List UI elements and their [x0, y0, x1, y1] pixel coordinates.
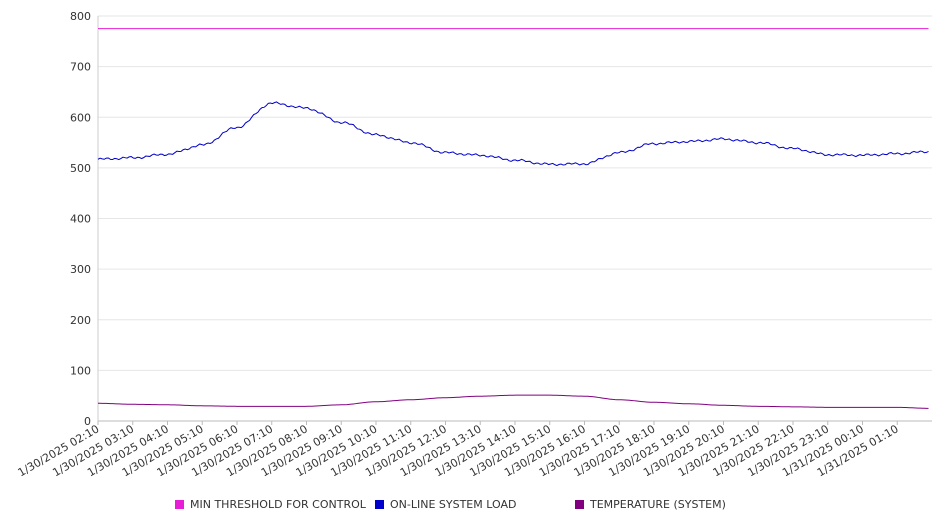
legend-item-temperature[interactable]: TEMPERATURE (SYSTEM) — [575, 498, 726, 511]
legend-swatch-temperature — [575, 500, 584, 509]
y-tick-labels: 0 100 200 300 400 500 600 700 800 — [70, 10, 91, 428]
series-lines — [97, 28, 929, 409]
axes — [97, 16, 932, 425]
legend-item-load[interactable]: ON-LINE SYSTEM LOAD — [375, 498, 516, 511]
y-tick-label: 0 — [84, 415, 91, 428]
y-tick-label: 800 — [70, 10, 91, 23]
legend-swatch-threshold — [175, 500, 184, 509]
y-tick-label: 600 — [70, 111, 91, 124]
legend-label-load: ON-LINE SYSTEM LOAD — [390, 498, 517, 511]
y-tick-label: 300 — [70, 263, 91, 276]
legend-label-threshold: MIN THRESHOLD FOR CONTROL — [190, 498, 366, 511]
legend-label-temperature: TEMPERATURE (SYSTEM) — [590, 498, 726, 511]
series-line-2 — [97, 394, 929, 409]
y-tick-label: 200 — [70, 314, 91, 327]
legend-item-threshold[interactable]: MIN THRESHOLD FOR CONTROL — [175, 498, 366, 511]
y-tick-label: 700 — [70, 61, 91, 74]
y-tick-label: 500 — [70, 162, 91, 175]
grid-lines — [98, 15, 932, 371]
legend-swatch-load — [375, 500, 384, 509]
y-tick-label: 400 — [70, 213, 91, 226]
y-tick-label: 100 — [70, 364, 91, 377]
x-tick-labels: 1/30/2025 02:101/30/2025 03:101/30/2025 … — [16, 422, 901, 479]
legend: MIN THRESHOLD FOR CONTROL ON-LINE SYSTEM… — [0, 498, 946, 514]
series-line-1 — [97, 101, 929, 167]
